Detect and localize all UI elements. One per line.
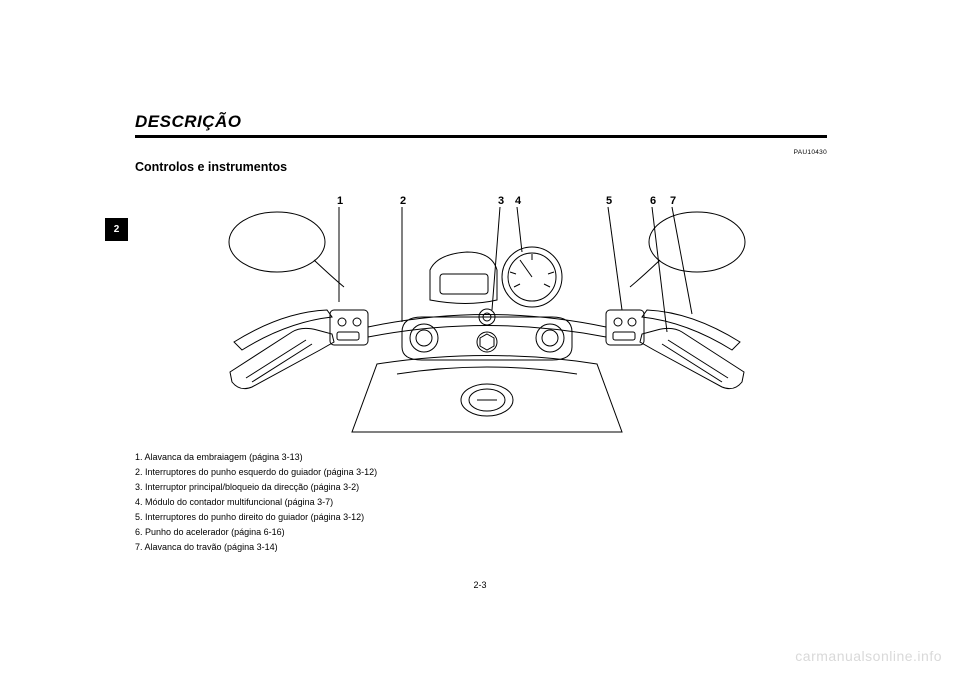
page-subtitle: Controlos e instrumentos (135, 160, 287, 174)
page-number: 2-3 (0, 580, 960, 590)
legend-item: 2. Interruptores do punho esquerdo do gu… (135, 465, 377, 480)
watermark-text: carmanualsonline.info (795, 648, 942, 664)
chapter-tab: 2 (105, 218, 128, 241)
legend-item: 4. Módulo do contador multifuncional (pá… (135, 495, 377, 510)
legend-item: 6. Punho do acelerador (página 6-16) (135, 525, 377, 540)
document-code: PAU10430 (794, 149, 827, 156)
legend-item: 1. Alavanca da embraiagem (página 3-13) (135, 450, 377, 465)
legend-item: 3. Interruptor principal/bloqueio da dir… (135, 480, 377, 495)
section-title: DESCRIÇÃO (135, 112, 242, 132)
manual-page: DESCRIÇÃO PAU10430 Controlos e instrumen… (0, 0, 960, 678)
legend-item: 7. Alavanca do travão (página 3-14) (135, 540, 377, 555)
legend-list: 1. Alavanca da embraiagem (página 3-13) … (135, 450, 377, 555)
legend-item: 5. Interruptores do punho direito do gui… (135, 510, 377, 525)
title-rule (135, 135, 827, 138)
handlebar-diagram (222, 182, 752, 434)
